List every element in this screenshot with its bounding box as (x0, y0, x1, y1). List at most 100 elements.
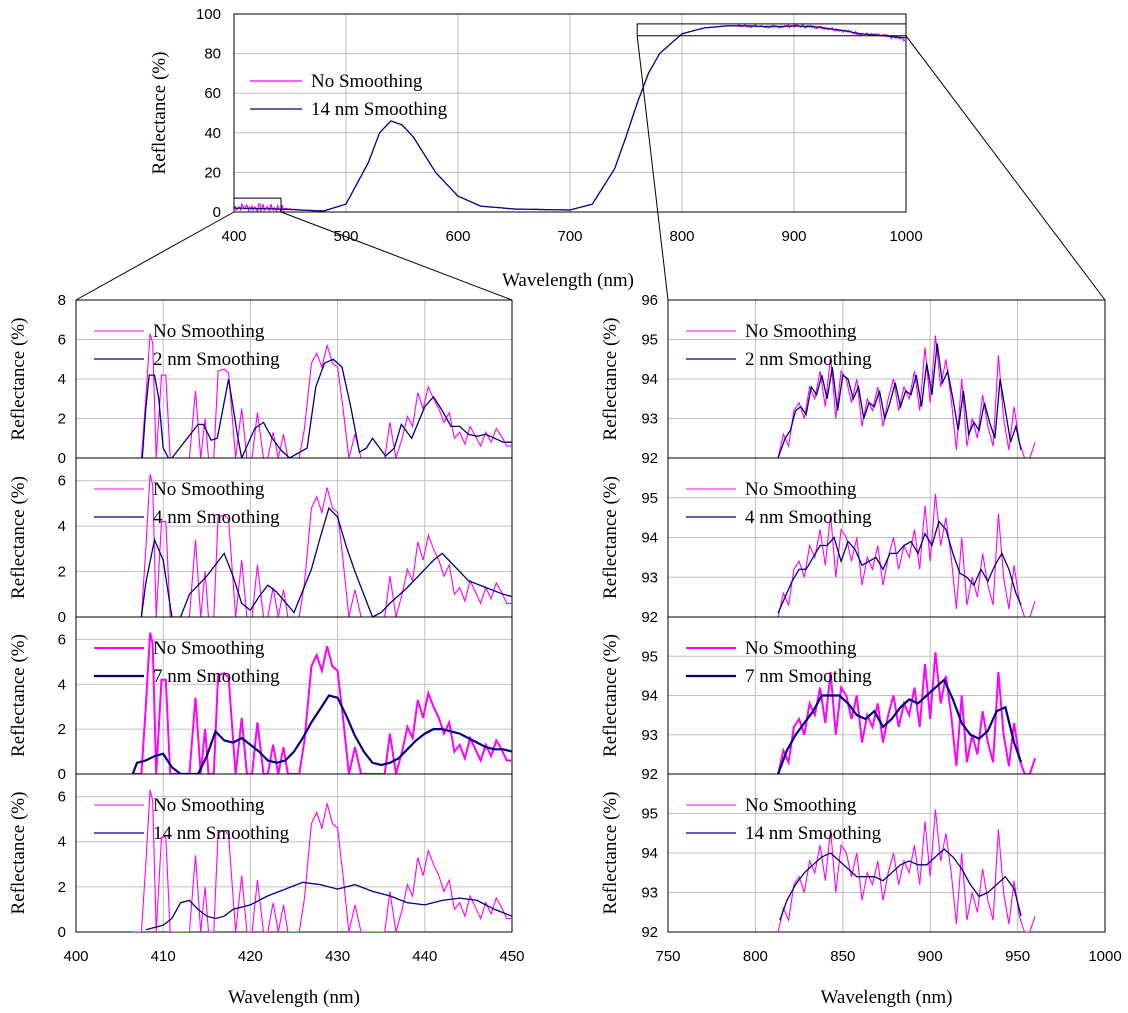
right-x-tick-label: 750 (655, 948, 680, 965)
right-y-axis-title: Reflectance (%) (600, 476, 621, 599)
right-y-tick-label: 93 (641, 727, 658, 744)
main-series-line (233, 25, 907, 212)
main-x-tick-label: 1000 (889, 228, 922, 245)
left-x-tick-label: 430 (325, 948, 350, 965)
right-x-tick-label: 950 (1005, 948, 1030, 965)
right-y-tick-label: 93 (641, 411, 658, 428)
right-y-tick-label: 92 (641, 766, 658, 783)
left-x-tick-label: 440 (412, 948, 437, 965)
right-y-tick-label: 95 (641, 648, 658, 665)
right-panel: 92 93 94 95 96 No Smoothing 2 nm Smoothing Refl… (600, 292, 1106, 467)
left-x-tick-label: 400 (63, 948, 88, 965)
main-x-tick-label: 400 (221, 228, 246, 245)
left-panel-stack: 0 2 4 6 8 No Smoothing 2 nm Smoothing Reflectan… (8, 292, 525, 1008)
left-y-tick-label: 0 (58, 924, 66, 941)
left-legend-label-raw: No Smoothing (153, 321, 265, 342)
right-raw-series-line (777, 809, 1036, 932)
left-panel: 0 2 4 6 8 No Smoothing 2 nm Smoothing Reflectan… (8, 292, 513, 467)
right-y-axis-title: Reflectance (%) (600, 792, 621, 915)
left-raw-series-line (132, 473, 512, 617)
right-y-tick-label: 94 (641, 371, 658, 388)
right-y-tick-label: 95 (641, 806, 658, 823)
right-y-tick-label: 95 (641, 490, 658, 507)
right-x-tick-label: 800 (743, 948, 768, 965)
left-legend-label-raw: No Smoothing (153, 795, 265, 816)
right-panel: 92 93 94 95 No Smoothing 4 nm Smoothing Reflec… (600, 457, 1106, 626)
left-smoothed-series-line (145, 881, 512, 931)
zoom-box-left (233, 197, 282, 213)
left-y-tick-label: 2 (58, 411, 66, 428)
main-x-axis-title: Wavelength (nm) (502, 270, 634, 291)
left-y-tick-label: 4 (58, 834, 66, 851)
right-legend-label-smoothed: 14 nm Smoothing (745, 823, 882, 844)
left-y-axis-title: Reflectance (%) (8, 634, 29, 757)
zoom-connector (75, 211, 235, 301)
main-y-tick-label: 20 (204, 164, 221, 181)
right-y-tick-label: 95 (641, 332, 658, 349)
right-x-tick-label: 1000 (1088, 948, 1121, 965)
main-y-tick-label: 100 (196, 6, 221, 23)
right-x-tick-label: 850 (830, 948, 855, 965)
right-x-tick-label: 900 (918, 948, 943, 965)
right-y-tick-label: 94 (641, 845, 658, 862)
right-legend-label-raw: No Smoothing (745, 638, 857, 659)
right-panel-stack: 92 93 94 95 96 No Smoothing 2 nm Smoothing Refl… (600, 292, 1122, 1008)
left-legend-label-raw: No Smoothing (153, 638, 265, 659)
main-y-tick-label: 40 (204, 125, 221, 142)
left-y-tick-label: 4 (58, 676, 66, 693)
main-x-tick-label: 600 (445, 228, 470, 245)
main-legend-label: No Smoothing (311, 71, 423, 92)
left-panel: 0 2 4 6 No Smoothing 7 nm Smoothing Reflectanc… (8, 616, 513, 783)
left-legend-label-smoothed: 2 nm Smoothing (153, 349, 280, 370)
left-x-tick-label: 420 (238, 948, 263, 965)
left-smoothed-series-line (141, 358, 512, 458)
right-raw-series-line (777, 493, 1036, 617)
main-y-tick-label: 60 (204, 85, 221, 102)
right-smoothed-series-line (777, 343, 1022, 458)
right-y-tick-label: 93 (641, 885, 658, 902)
main-chart: 4005006007008009001000020406080100No Smo… (149, 6, 923, 291)
right-y-axis-title: Reflectance (%) (600, 634, 621, 757)
right-panel: 92 93 94 95 No Smoothing 7 nm Smoothing Reflec… (600, 616, 1106, 783)
left-y-tick-label: 0 (58, 766, 66, 783)
main-y-axis-title: Reflectance (%) (149, 52, 170, 175)
left-panel-frame (75, 773, 513, 933)
right-y-tick-label: 92 (641, 924, 658, 941)
right-y-tick-label: 96 (641, 292, 658, 309)
right-x-axis-title: Wavelength (nm) (821, 987, 953, 1008)
left-smoothed-series-line (131, 694, 512, 774)
right-legend-label-raw: No Smoothing (745, 795, 857, 816)
left-y-axis-title: Reflectance (%) (8, 476, 29, 599)
left-panel: 0 2 4 6 No Smoothing 14 nm Smoothing Reflectan… (8, 773, 513, 941)
left-panel: 0 2 4 6 No Smoothing 4 nm Smoothing Reflectanc… (8, 457, 513, 626)
left-y-tick-label: 4 (58, 518, 66, 535)
right-legend-label-smoothed: 7 nm Smoothing (745, 666, 872, 687)
left-smoothed-series-line (140, 506, 512, 617)
left-raw-series-line (132, 333, 512, 458)
left-legend-label-smoothed: 14 nm Smoothing (153, 823, 290, 844)
left-legend-label-raw: No Smoothing (153, 479, 265, 500)
zoom-connector (905, 35, 1106, 301)
right-y-tick-label: 94 (641, 530, 658, 547)
zoom-box-right (636, 23, 907, 37)
left-y-tick-label: 0 (58, 450, 66, 467)
main-y-tick-label: 0 (213, 204, 221, 221)
left-x-tick-label: 410 (151, 948, 176, 965)
left-panel-frame (75, 457, 513, 618)
left-raw-series-line (132, 632, 512, 774)
right-y-axis-title: Reflectance (%) (600, 318, 621, 441)
right-smoothed-series-line (779, 848, 1022, 921)
right-legend-label-raw: No Smoothing (745, 479, 857, 500)
zoom-connector (636, 35, 669, 301)
left-y-tick-label: 2 (58, 879, 66, 896)
main-x-tick-label: 800 (669, 228, 694, 245)
right-smoothed-series-line (777, 520, 1022, 614)
left-legend-label-smoothed: 7 nm Smoothing (153, 666, 280, 687)
left-y-tick-label: 2 (58, 721, 66, 738)
main-y-tick-label: 80 (204, 46, 221, 63)
right-panel-frame (667, 773, 1106, 933)
left-y-axis-title: Reflectance (%) (8, 792, 29, 915)
right-y-tick-label: 92 (641, 450, 658, 467)
zoom-connector (280, 211, 513, 301)
